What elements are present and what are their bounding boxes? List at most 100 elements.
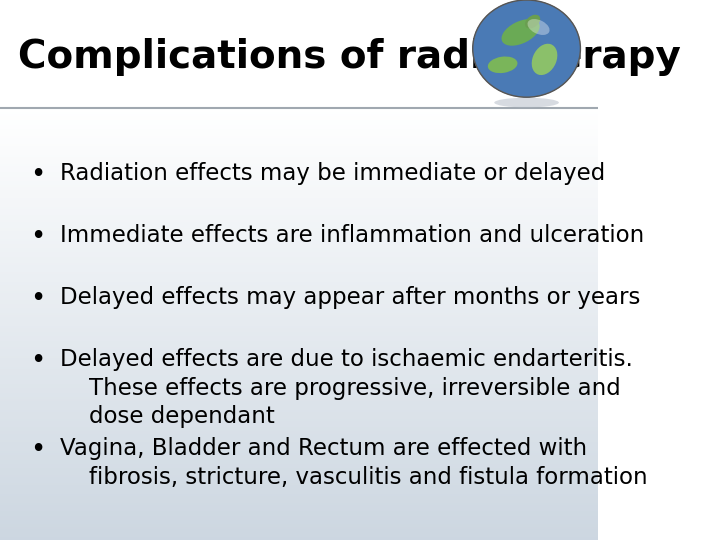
Text: •: • [30, 286, 45, 312]
Bar [0, 390, 598, 393]
Bar [0, 364, 598, 367]
Bar [0, 218, 598, 220]
Bar [0, 418, 598, 421]
Bar [0, 354, 598, 356]
Bar [0, 291, 598, 294]
Bar [0, 183, 598, 186]
Ellipse shape [525, 15, 540, 29]
Bar [0, 494, 598, 497]
Bar [0, 226, 598, 229]
Bar [0, 447, 598, 449]
Bar [0, 157, 598, 160]
Bar [0, 427, 598, 430]
Bar [0, 352, 598, 354]
Bar [0, 516, 598, 518]
Bar [0, 289, 598, 292]
Bar [0, 410, 598, 413]
Bar [0, 496, 598, 499]
Bar [0, 384, 598, 387]
Bar [0, 462, 598, 464]
Bar [0, 231, 598, 233]
Bar [0, 315, 598, 318]
Bar [0, 146, 598, 149]
Bar [0, 475, 598, 477]
Text: Immediate effects are inflammation and ulceration: Immediate effects are inflammation and u… [60, 224, 644, 247]
Bar [0, 533, 598, 536]
Bar [0, 457, 598, 460]
Bar [0, 472, 598, 475]
Bar [0, 522, 598, 525]
Bar [0, 228, 598, 231]
Bar [0, 200, 598, 203]
Bar [0, 319, 598, 322]
Bar [0, 434, 598, 436]
Bar [0, 477, 598, 480]
Bar [0, 159, 598, 162]
Bar [0, 438, 598, 441]
Bar [0, 252, 598, 255]
Bar [0, 116, 598, 119]
Bar [0, 261, 598, 264]
Bar [0, 323, 598, 326]
Bar [0, 429, 598, 432]
Bar [0, 490, 598, 492]
Bar [0, 444, 598, 447]
Bar [0, 278, 598, 281]
Bar [0, 267, 598, 270]
Bar [0, 250, 598, 253]
Bar [0, 265, 598, 268]
Ellipse shape [502, 19, 540, 46]
Bar [0, 360, 598, 363]
Text: Delayed effects may appear after months or years: Delayed effects may appear after months … [60, 286, 640, 309]
Bar [0, 161, 598, 164]
Bar [0, 155, 598, 158]
Bar [0, 306, 598, 309]
Bar [0, 339, 598, 341]
Bar [0, 507, 598, 510]
Bar [0, 529, 598, 531]
Bar [0, 395, 598, 397]
Bar [0, 285, 598, 287]
Bar [0, 423, 598, 426]
Bar [0, 451, 598, 454]
Bar [0, 202, 598, 205]
Bar [0, 187, 598, 190]
Bar [0, 148, 598, 151]
Bar [0, 308, 598, 311]
Bar [0, 470, 598, 473]
Bar [0, 166, 598, 168]
Bar [0, 211, 598, 214]
Bar [0, 485, 598, 488]
Bar [0, 168, 598, 171]
Bar [0, 112, 598, 114]
Bar [0, 453, 598, 456]
Bar [0, 393, 598, 395]
Bar [0, 455, 598, 458]
Bar [0, 174, 598, 177]
Bar [0, 436, 598, 438]
Bar [0, 347, 598, 350]
Bar [0, 358, 598, 361]
Bar [0, 535, 598, 538]
Bar [0, 185, 598, 188]
Bar [0, 194, 598, 197]
Bar [0, 321, 598, 324]
Bar [0, 259, 598, 261]
Bar [0, 198, 598, 201]
Bar [0, 483, 598, 486]
Bar [0, 274, 598, 276]
Bar [0, 282, 598, 285]
Bar [0, 298, 598, 300]
Bar [0, 362, 598, 365]
Bar [0, 254, 598, 257]
Bar [0, 336, 598, 339]
Bar [0, 190, 598, 192]
Bar [0, 481, 598, 484]
Ellipse shape [488, 57, 518, 73]
Bar [0, 386, 598, 389]
Bar [0, 0, 598, 108]
Bar [0, 492, 598, 495]
Bar [0, 287, 598, 289]
Bar [0, 151, 598, 153]
Bar [0, 431, 598, 434]
